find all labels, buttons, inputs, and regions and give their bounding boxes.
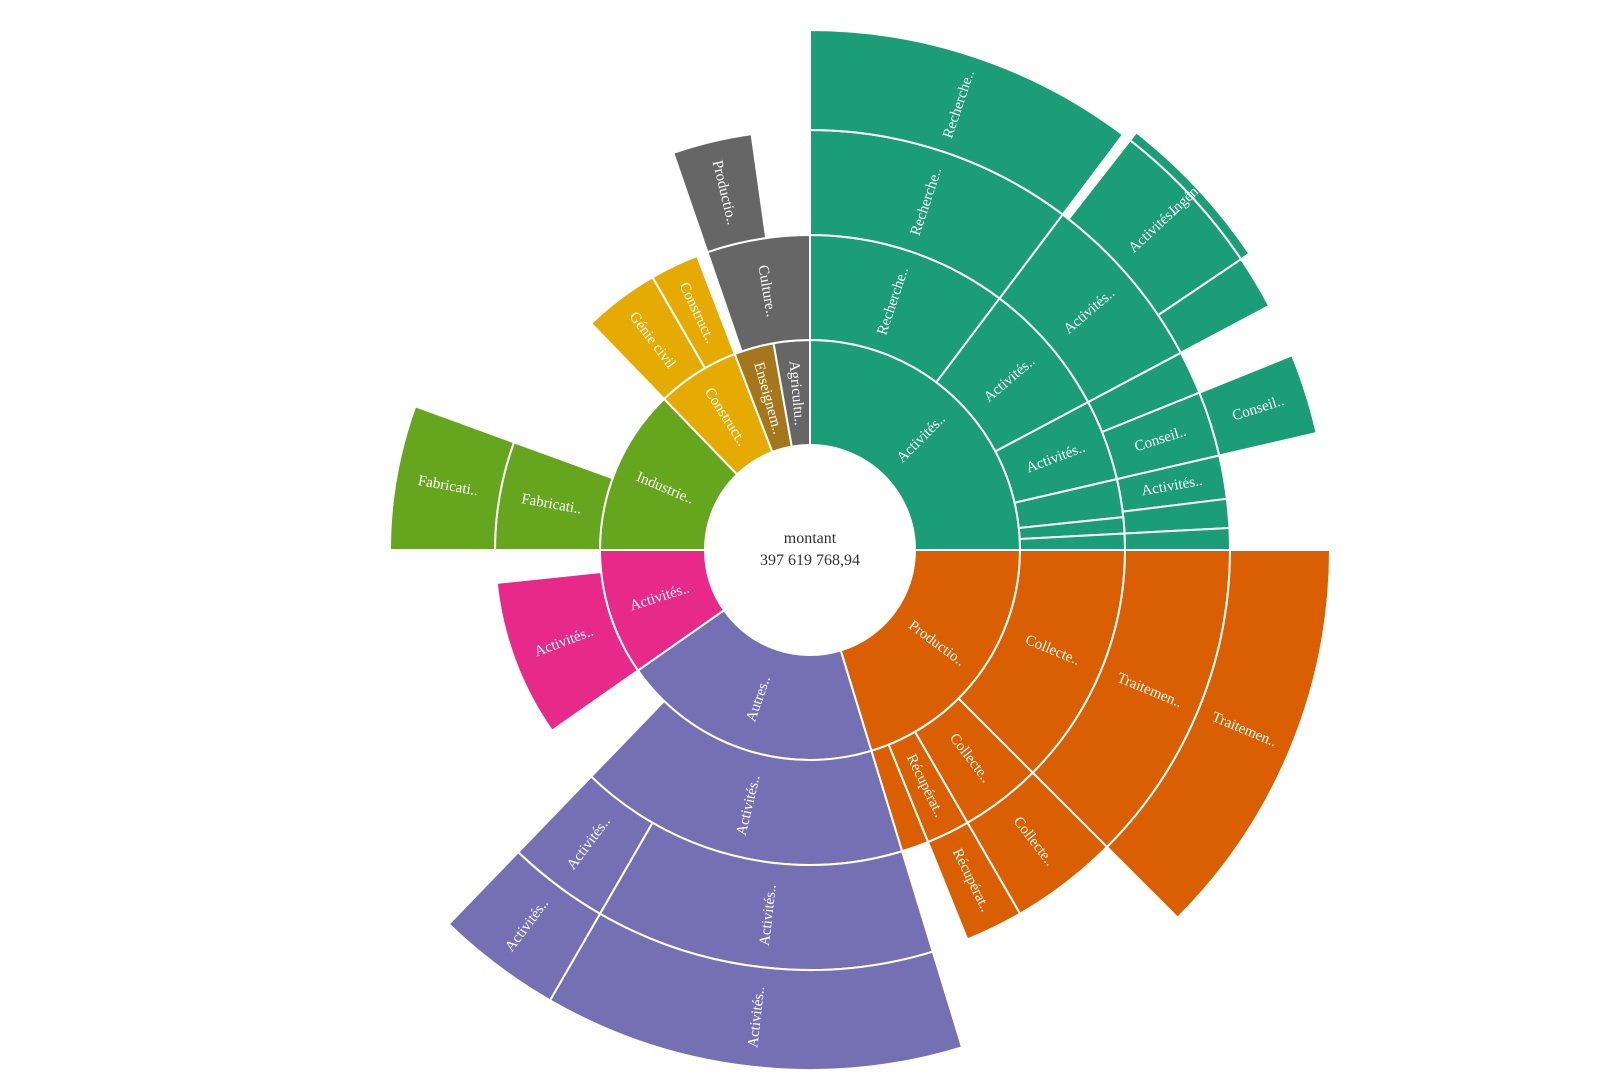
center-hole bbox=[705, 445, 915, 655]
sunburst-segment[interactable] bbox=[809, 28, 1125, 216]
segment-label: Agricultu.. bbox=[785, 360, 807, 426]
sunburst-segment[interactable] bbox=[495, 570, 640, 733]
sunburst-arcs bbox=[388, 28, 1332, 1071]
sunburst-segment[interactable] bbox=[671, 132, 768, 254]
sunburst-segment[interactable] bbox=[388, 405, 516, 551]
sunburst-segment[interactable] bbox=[1198, 353, 1318, 457]
sunburst-segment[interactable] bbox=[1105, 549, 1332, 920]
segment-label: Activités.. bbox=[757, 884, 780, 947]
center-label: montant bbox=[784, 530, 837, 547]
center-total-value: 397 619 768,94 bbox=[760, 552, 860, 569]
sunburst-segment[interactable] bbox=[447, 850, 602, 1002]
segment-label: Activités.. bbox=[745, 985, 768, 1048]
